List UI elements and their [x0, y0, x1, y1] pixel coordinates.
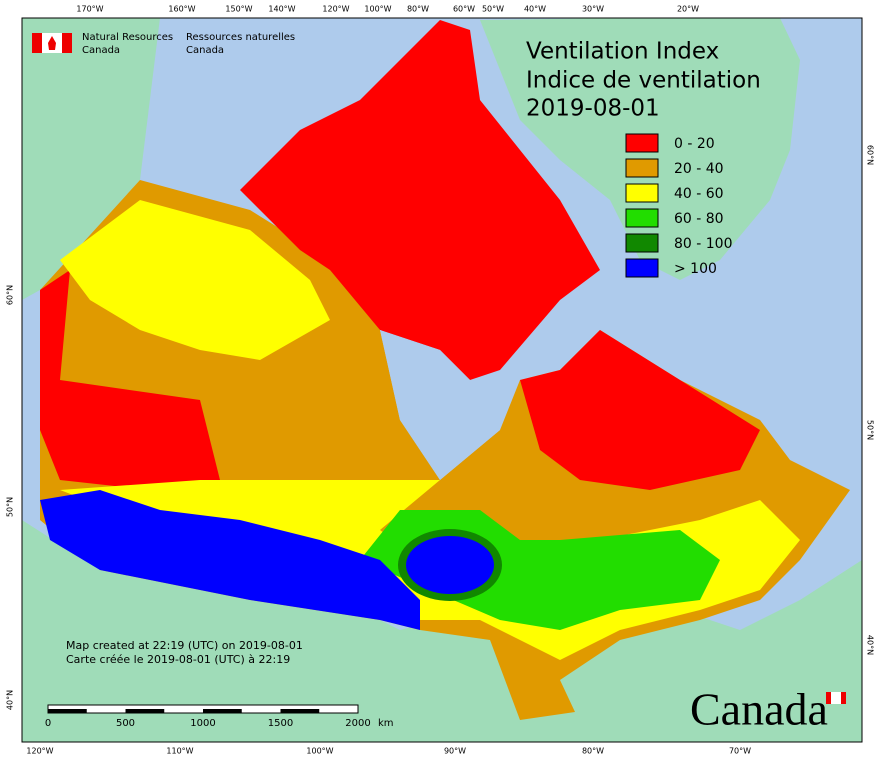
scale-label: 1500: [268, 718, 293, 729]
lon-label: 170°W: [76, 5, 103, 14]
graticule-labels: 170°W 160°W 150°W 140°W 120°W 100°W 80°W 60°W 50…: [6, 5, 875, 756]
flag-bar: [841, 692, 846, 704]
legend: 0 - 20 20 - 40 40 - 60 60 - 80 80 - 100 > 100: [625, 133, 733, 278]
lon-label: 120°W: [26, 747, 53, 756]
scale-segment: [48, 709, 87, 713]
org-en: Canada: [82, 45, 120, 56]
lon-label: 40°W: [524, 5, 546, 14]
flag-bar: [32, 33, 42, 53]
org-fr: Canada: [186, 45, 224, 56]
lat-label: 50°N: [866, 420, 875, 440]
lon-label: 140°W: [268, 5, 295, 14]
scale-label: 1000: [190, 718, 215, 729]
legend-swatch: [625, 183, 659, 203]
zone-central-blue: [406, 536, 494, 594]
lon-label: 30°W: [582, 5, 604, 14]
lon-label: 100°W: [306, 747, 333, 756]
scale-segment: [203, 709, 242, 713]
title: Indice de ventilation: [526, 68, 761, 94]
lon-label: 80°W: [582, 747, 604, 756]
lon-label: 160°W: [168, 5, 195, 14]
scale-segment: [280, 709, 320, 713]
legend-label: > 100: [674, 261, 717, 277]
lat-label: 60°N: [6, 285, 15, 305]
lat-label: 40°N: [866, 635, 875, 655]
lat-label: 60°N: [866, 145, 875, 165]
wordmark-flag: [826, 692, 846, 704]
org-en: Natural Resources: [82, 32, 173, 43]
hudson-bay: [380, 330, 500, 480]
scale-label: 2000: [345, 718, 370, 729]
flag-bar: [62, 33, 72, 53]
lon-label: 110°W: [166, 747, 193, 756]
legend-swatch: [625, 158, 659, 178]
nrcan-logo: [32, 33, 72, 53]
lon-label: 50°W: [482, 5, 504, 14]
lon-label: 100°W: [364, 5, 391, 14]
scale-label: 500: [116, 718, 135, 729]
alaska: [22, 18, 160, 300]
scale-label: 0: [45, 718, 51, 729]
scale-segment: [125, 709, 165, 713]
lon-label: 90°W: [444, 747, 466, 756]
org-fr: Ressources naturelles: [186, 32, 295, 43]
legend-swatch: [625, 233, 659, 253]
legend-swatch: [625, 208, 659, 228]
lon-label: 20°W: [677, 5, 699, 14]
zone-south-blue: [40, 490, 420, 630]
zone-west-red: [40, 270, 220, 490]
map-frame: [21, 17, 863, 743]
scale-unit: km: [378, 718, 394, 729]
lat-label: 50°N: [6, 497, 15, 517]
wordmark: Canada: [690, 684, 828, 735]
legend-swatch: [625, 258, 659, 278]
flag-center: [831, 692, 841, 704]
lon-label: 70°W: [729, 747, 751, 756]
legend-label: 0 - 20: [674, 136, 715, 152]
flag-bar: [826, 692, 831, 704]
legend-swatch: [625, 133, 659, 153]
lon-label: 60°W: [453, 5, 475, 14]
legend-label: 40 - 60: [674, 186, 724, 202]
flag-leaf: [48, 36, 56, 50]
legend-label: 60 - 80: [674, 211, 724, 227]
title: Ventilation Index: [526, 39, 719, 65]
zone-north-yellow: [60, 200, 330, 360]
lon-label: 150°W: [225, 5, 252, 14]
legend-label: 80 - 100: [674, 236, 733, 252]
lon-label: 80°W: [407, 5, 429, 14]
note: Carte créée le 2019-08-01 (UTC) à 22:19: [66, 653, 290, 666]
legend-label: 20 - 40: [674, 161, 724, 177]
note: Map created at 22:19 (UTC) on 2019-08-01: [66, 639, 303, 652]
lat-label: 40°N: [6, 690, 15, 710]
zone-quebec-red: [520, 330, 760, 490]
lon-label: 120°W: [322, 5, 349, 14]
zone-arctic-red: [240, 20, 600, 380]
title-date: 2019-08-01: [526, 96, 660, 122]
scale-bar: 0 500 1000 1500 2000 km: [45, 704, 394, 729]
